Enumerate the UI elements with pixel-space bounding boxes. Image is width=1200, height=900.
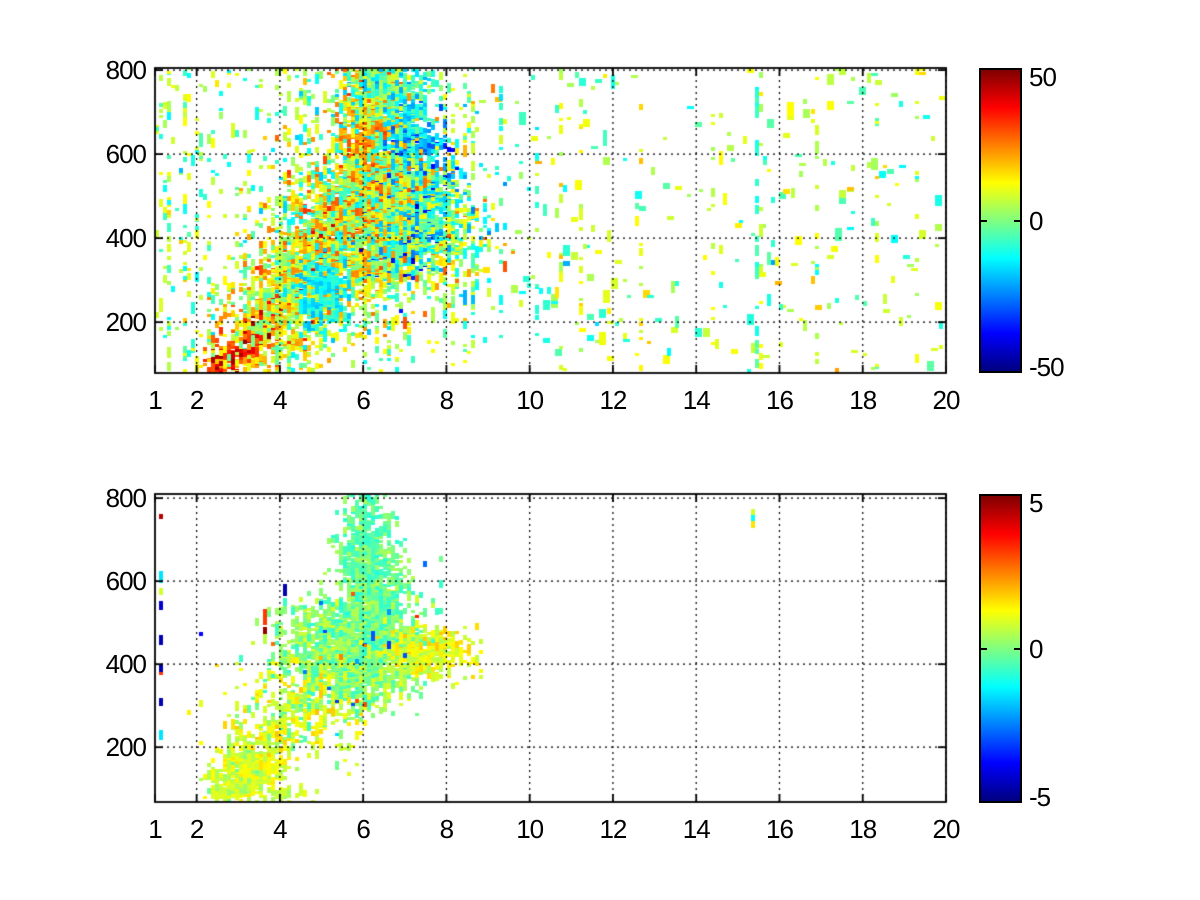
colorbar-lower-min-label: -5 xyxy=(1029,782,1051,812)
x-tick-label: 18 xyxy=(849,385,877,415)
x-tick-label: 12 xyxy=(599,385,627,415)
y-tick-label: 800 xyxy=(105,55,147,86)
colorbar-upper-min-label: -50 xyxy=(1029,352,1065,382)
colorbar-zero-tick xyxy=(1014,219,1021,222)
y-tick-label: 200 xyxy=(105,307,147,338)
x-tick-label: 8 xyxy=(439,814,455,844)
x-tick-label: 1 xyxy=(148,814,163,844)
colorbar-lower-max-label: 5 xyxy=(1029,488,1044,518)
y-tick-label: 800 xyxy=(105,483,147,514)
x-tick-label: 10 xyxy=(516,385,544,415)
x-tick-label: 4 xyxy=(273,814,288,844)
colorbar-zero-tick xyxy=(980,647,987,650)
x-tick-label: 14 xyxy=(682,385,711,415)
colorbar-zero-tick xyxy=(1014,647,1021,650)
colorbar-lower-zero-label: 0 xyxy=(1029,633,1044,664)
y-tick-label: 600 xyxy=(105,139,147,170)
colorbar-upper-max-label: 50 xyxy=(1029,62,1057,92)
y-tick-label: 400 xyxy=(105,649,147,680)
x-tick-label: 10 xyxy=(516,814,544,844)
x-tick-label: 1 xyxy=(148,385,163,415)
x-tick-label: 20 xyxy=(932,385,961,415)
x-tick-label: 16 xyxy=(766,814,794,844)
x-tick-label: 16 xyxy=(766,385,794,415)
x-tick-label: 14 xyxy=(682,814,711,844)
y-tick-label: 400 xyxy=(105,223,147,254)
x-tick-label: 12 xyxy=(599,814,627,844)
x-tick-label: 6 xyxy=(356,385,371,415)
x-tick-label: 18 xyxy=(849,814,877,844)
x-tick-label: 6 xyxy=(356,814,371,844)
colorbar-zero-tick xyxy=(980,219,987,222)
x-tick-label: 2 xyxy=(189,814,205,844)
colorbar-upper-zero-label: 0 xyxy=(1029,205,1044,236)
y-tick-label: 200 xyxy=(105,732,147,763)
x-tick-label: 20 xyxy=(932,814,961,844)
x-tick-label: 2 xyxy=(189,385,205,415)
x-tick-label: 8 xyxy=(439,385,455,415)
x-tick-label: 4 xyxy=(273,385,288,415)
y-tick-label: 600 xyxy=(105,566,147,597)
